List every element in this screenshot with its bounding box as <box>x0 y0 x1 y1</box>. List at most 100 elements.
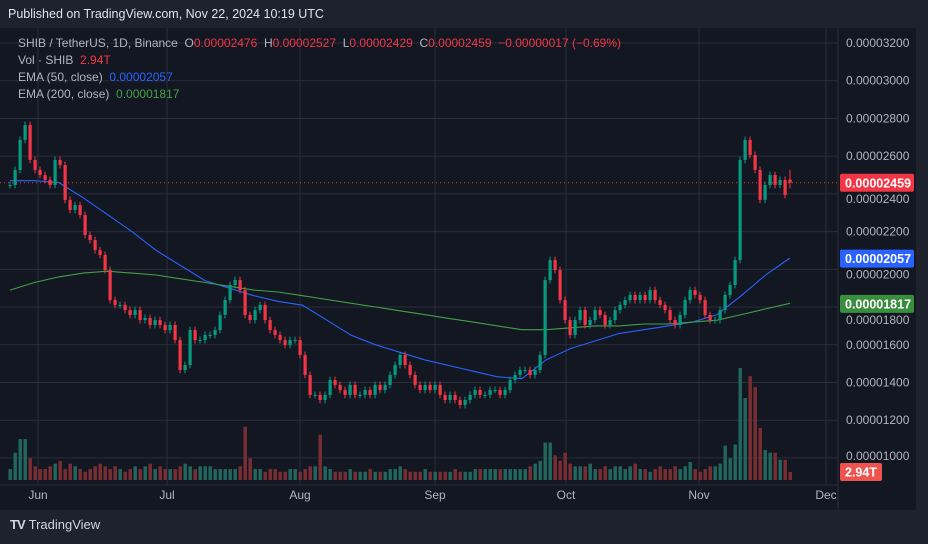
candle-body <box>743 139 747 160</box>
time-axis[interactable]: Jun Jul Aug Sep Oct Nov Dec <box>28 488 836 502</box>
candle-body <box>723 294 727 311</box>
candle-body <box>23 125 27 140</box>
candle-body <box>713 320 717 322</box>
volume-bar <box>738 368 742 480</box>
volume-bar <box>123 471 127 480</box>
candle-body <box>293 340 297 342</box>
volume-bar <box>658 466 662 480</box>
y-tick-label: 0.00002800 <box>846 111 910 125</box>
volume-bar <box>198 466 202 480</box>
candle-body <box>133 310 137 315</box>
candle-body <box>518 370 522 375</box>
volume-bar <box>748 376 752 480</box>
candle-body <box>283 340 287 345</box>
candle-body <box>128 310 132 315</box>
candle-body <box>288 340 292 345</box>
volume-bar <box>58 460 62 480</box>
candle-body <box>418 384 422 391</box>
candle-body <box>548 260 552 281</box>
candle-body <box>248 314 252 321</box>
low-label: L <box>342 36 350 50</box>
ema50-badge-bg <box>840 249 914 268</box>
volume-bar <box>28 458 32 480</box>
volume-bar <box>238 466 242 480</box>
volume-bar <box>33 466 37 480</box>
candle-body <box>178 340 182 371</box>
volume-bar <box>673 466 677 480</box>
volume-bar <box>158 466 162 480</box>
candle-body <box>198 340 202 342</box>
candle-body <box>483 394 487 396</box>
right-border <box>916 28 928 510</box>
candle-body <box>593 310 597 321</box>
volume-bar <box>653 469 657 480</box>
candle-body <box>213 330 217 335</box>
volume-label[interactable]: Vol · SHIB <box>18 53 74 67</box>
price-axis[interactable]: 0.00003200 0.00003000 0.00002800 0.00002600… <box>846 36 910 463</box>
volume-bar <box>728 458 732 480</box>
candle-body <box>423 384 427 391</box>
candle-body <box>598 310 602 315</box>
candle-body <box>708 314 712 321</box>
candle-body <box>188 330 192 365</box>
volume-bar <box>363 471 367 480</box>
candle-body <box>113 300 117 305</box>
candle-body <box>618 304 622 311</box>
candle-body <box>748 139 752 156</box>
y-tick-label: 0.00001400 <box>846 375 910 389</box>
ema50-label[interactable]: EMA (50, close) <box>18 70 103 84</box>
volume-bar <box>528 466 532 480</box>
volume-bar <box>773 452 777 480</box>
volume-bar <box>648 471 652 480</box>
candle-body <box>458 400 462 405</box>
candle-body <box>63 165 67 200</box>
volume-bar <box>258 469 262 480</box>
candle-body <box>138 310 142 321</box>
ema200-line <box>9 270 791 331</box>
tradingview-logo[interactable]: TV TradingView <box>10 517 100 532</box>
candle-body <box>773 175 777 186</box>
candle-body <box>578 310 582 321</box>
candle-body <box>443 394 447 401</box>
volume-bar <box>558 460 562 480</box>
volume-bar <box>8 469 12 480</box>
volume-bar <box>663 469 667 480</box>
candle-body <box>338 384 342 391</box>
candle-body <box>8 185 12 187</box>
ema200-value: 0.00001817 <box>116 87 180 101</box>
candle-body <box>53 159 57 186</box>
volume-bar <box>643 469 647 480</box>
high-label: H <box>263 36 273 50</box>
volume-bar <box>788 471 792 480</box>
volume-bar <box>403 469 407 480</box>
candle-body <box>258 304 262 311</box>
volume-bar <box>758 428 762 480</box>
symbol-title[interactable]: SHIB / TetherUS, 1D, Binance <box>18 36 178 50</box>
volume-bar <box>268 469 272 480</box>
volume-bar <box>43 469 47 480</box>
candle-body <box>223 300 227 315</box>
ema200-row: EMA (200, close) 0.00001817 <box>18 86 621 103</box>
candle-body <box>333 380 337 385</box>
volume-bar <box>178 466 182 480</box>
x-tick-label: Aug <box>289 488 310 502</box>
candle-body <box>493 390 497 392</box>
volume-bar <box>568 463 572 480</box>
volume-bar <box>313 466 317 480</box>
volume-bar <box>683 466 687 480</box>
volume-bar <box>613 466 617 480</box>
volume-bar <box>223 469 227 480</box>
candle-body <box>203 334 207 341</box>
volume-bar <box>183 463 187 480</box>
candle-body <box>273 330 277 335</box>
candle-body <box>453 394 457 401</box>
y-tick-label: 0.00001000 <box>846 449 910 463</box>
volume-bar <box>413 471 417 480</box>
volume-bar <box>328 469 332 480</box>
candle-body <box>68 199 72 210</box>
low-value: 0.00002429 <box>349 36 413 50</box>
ema200-label[interactable]: EMA (200, close) <box>18 87 110 101</box>
candle-body <box>43 175 47 180</box>
volume-bar <box>503 469 507 480</box>
